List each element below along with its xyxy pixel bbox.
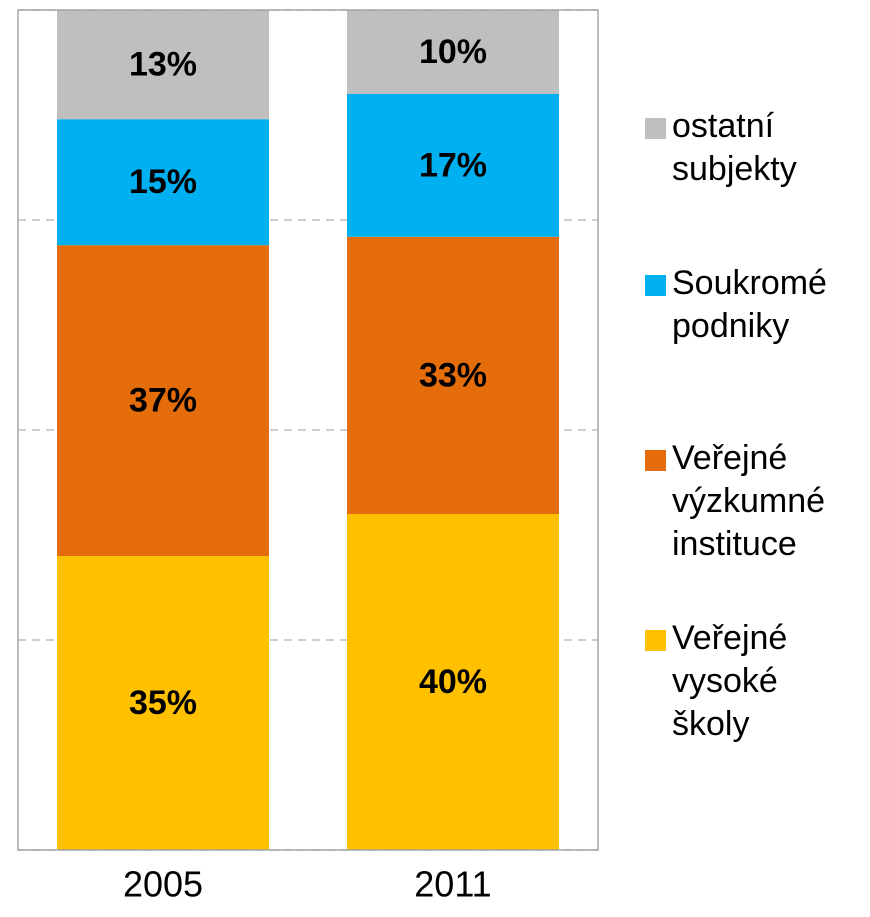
bar-segment bbox=[57, 119, 269, 246]
bar-segment bbox=[347, 10, 559, 94]
plot-border bbox=[17, 9, 599, 851]
bar-segment bbox=[347, 514, 559, 850]
legend-label: ostatní subjekty bbox=[672, 107, 797, 188]
data-label: 10% bbox=[419, 33, 487, 71]
x-tick-label: 2005 bbox=[123, 864, 203, 905]
legend-swatch bbox=[645, 118, 666, 139]
bar-segment bbox=[347, 236, 559, 515]
legend-label: Soukromé podniky bbox=[672, 264, 827, 345]
bar-segment bbox=[57, 245, 269, 556]
data-label: 33% bbox=[419, 356, 487, 394]
bar-segment bbox=[57, 556, 269, 850]
x-tick-label: 2011 bbox=[414, 864, 491, 905]
legend-swatch bbox=[645, 630, 666, 651]
legend-swatch bbox=[645, 450, 666, 471]
legend-swatch bbox=[645, 275, 666, 296]
bar-segment bbox=[347, 94, 559, 237]
data-label: 37% bbox=[129, 382, 197, 420]
legend-label: Veřejné výzkumné instituce bbox=[672, 439, 826, 563]
legend-label: Veřejné vysoké školy bbox=[672, 619, 788, 743]
data-label: 15% bbox=[129, 163, 197, 201]
data-label: 35% bbox=[129, 684, 197, 722]
data-label: 17% bbox=[419, 146, 487, 184]
data-label: 13% bbox=[129, 46, 197, 84]
bar-segment bbox=[57, 10, 269, 120]
data-label: 40% bbox=[419, 663, 487, 701]
